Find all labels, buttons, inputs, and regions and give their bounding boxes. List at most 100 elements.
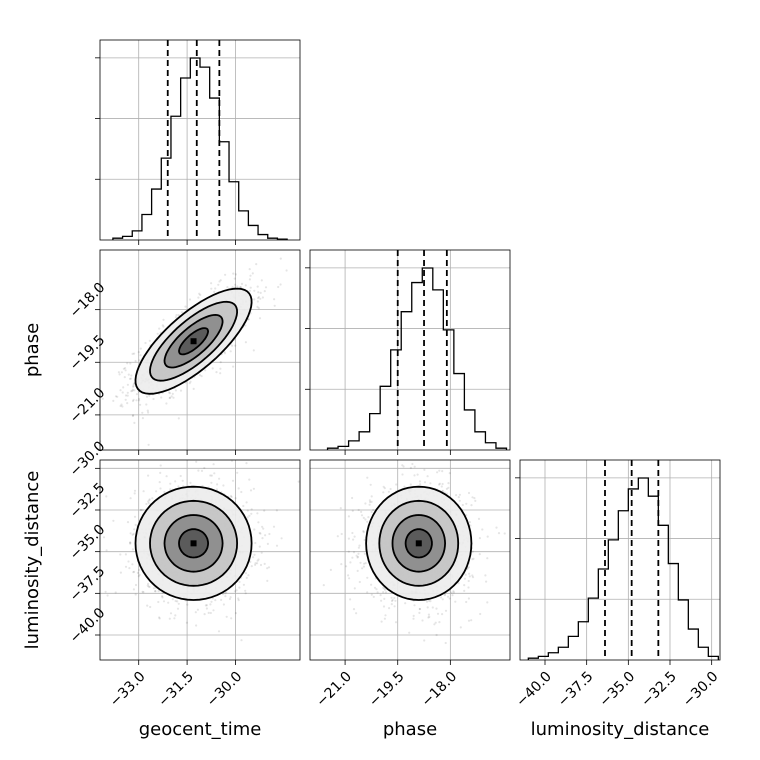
sample-point: [247, 574, 250, 577]
sample-point: [216, 483, 219, 486]
sample-point: [222, 484, 225, 487]
sample-point: [395, 483, 398, 486]
sample-point: [152, 397, 155, 401]
sample-point: [370, 510, 373, 514]
sample-point: [217, 283, 220, 286]
sample-point: [215, 488, 218, 491]
sample-point: [130, 390, 133, 393]
sample-point: [471, 550, 474, 553]
sample-point: [237, 487, 240, 490]
sample-point: [141, 508, 144, 511]
sample-point: [142, 591, 145, 594]
sample-point: [232, 272, 235, 275]
sample-point: [133, 489, 137, 492]
sample-point: [349, 598, 352, 601]
density-peak: [190, 540, 197, 547]
sample-point: [180, 311, 184, 314]
sample-point: [259, 291, 262, 294]
sample-point: [467, 586, 470, 589]
panel-frame: [99, 249, 301, 451]
sample-point: [280, 537, 283, 540]
sample-point: [361, 567, 364, 570]
sample-point: [353, 587, 356, 590]
histogram-luminosity_distance: [527, 460, 719, 660]
sample-point: [220, 598, 223, 602]
sample-point: [383, 617, 386, 620]
sample-point: [340, 532, 343, 536]
sample-point: [112, 519, 115, 522]
sample-point: [209, 611, 212, 615]
sample-point: [174, 614, 177, 617]
sample-point: [260, 551, 263, 554]
sample-point: [458, 499, 461, 502]
sample-point: [362, 516, 365, 520]
sample-point: [370, 495, 373, 498]
sample-point: [217, 630, 221, 633]
sample-point: [213, 472, 216, 475]
sample-point: [209, 603, 212, 606]
sample-point: [238, 580, 241, 584]
sample-point: [380, 620, 383, 623]
sample-point: [210, 600, 213, 603]
sample-point: [134, 359, 137, 363]
sample-point: [114, 591, 117, 594]
sample-point: [116, 395, 119, 398]
sample-point: [352, 551, 356, 554]
sample-point: [131, 533, 134, 536]
sample-point: [188, 382, 191, 385]
contour-line-1: [378, 499, 460, 587]
sample-point: [257, 521, 260, 524]
sample-point: [478, 553, 481, 556]
sample-point: [250, 512, 253, 515]
sample-point: [231, 479, 235, 482]
sample-point: [363, 538, 366, 542]
sample-point: [205, 604, 208, 607]
sample-point: [237, 597, 240, 600]
contour-line-0: [365, 485, 473, 601]
sample-point: [145, 395, 149, 398]
sample-point: [268, 532, 271, 536]
sample-point: [124, 367, 127, 370]
ytick-label-phase-1: −19.5: [67, 332, 109, 374]
sample-point: [419, 483, 422, 486]
density-peak: [415, 540, 422, 547]
sample-point: [234, 612, 237, 615]
sample-point: [355, 612, 358, 615]
sample-point: [131, 563, 134, 566]
sample-point: [121, 391, 124, 394]
sample-point: [348, 577, 351, 580]
sample-point: [133, 389, 136, 392]
sample-point: [414, 455, 416, 457]
sample-point: [157, 590, 160, 593]
sample-point: [384, 588, 387, 591]
sample-point: [441, 613, 444, 616]
sample-point: [162, 318, 165, 321]
sample-point: [124, 369, 127, 372]
sample-point: [370, 500, 373, 503]
sample-point: [195, 460, 198, 463]
sample-point: [214, 287, 217, 290]
sample-point: [434, 621, 437, 624]
sample-point: [249, 560, 252, 564]
sample-point: [147, 411, 150, 414]
sample-point: [463, 577, 466, 580]
sample-point: [131, 548, 134, 551]
sample-point: [213, 290, 216, 293]
sample-point: [266, 579, 269, 583]
sample-point: [106, 594, 109, 597]
sample-point: [204, 369, 207, 372]
sample-point: [133, 528, 136, 531]
sample-point: [131, 388, 134, 391]
contour-line-2: [391, 514, 447, 573]
sample-point: [129, 362, 132, 365]
panel-frame: [519, 459, 721, 661]
contour-line-1: [149, 499, 239, 587]
sample-point: [251, 272, 254, 275]
sample-point: [158, 481, 161, 484]
sample-point: [124, 394, 128, 397]
sample-point: [101, 397, 104, 400]
sample-point: [438, 482, 441, 485]
contour-line-1: [149, 300, 239, 382]
sample-point: [126, 394, 129, 397]
sample-point: [120, 403, 123, 406]
